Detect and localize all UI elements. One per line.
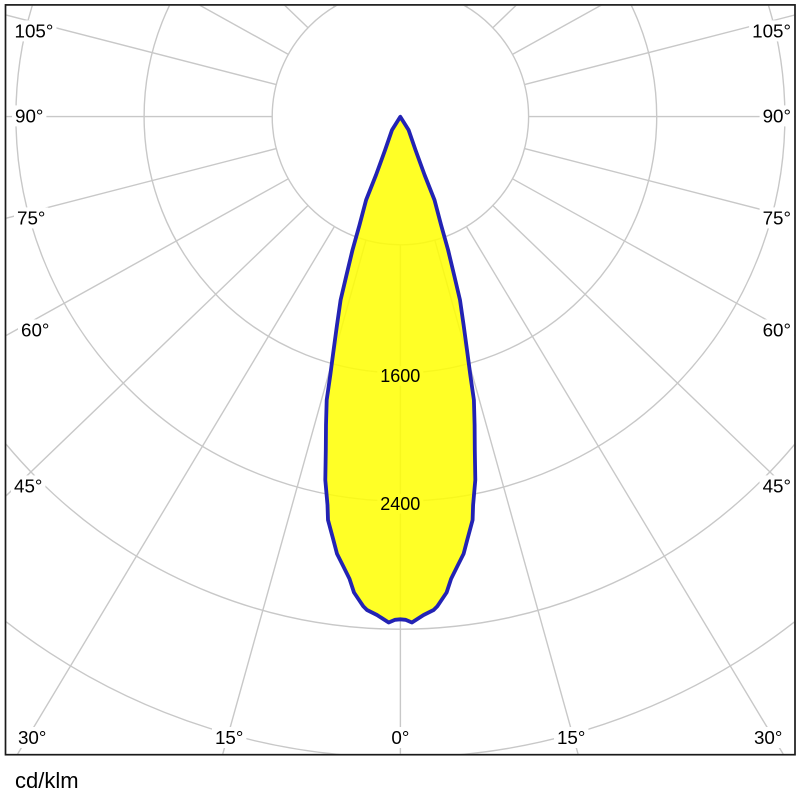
svg-text:1600: 1600 xyxy=(380,366,420,386)
svg-text:75°: 75° xyxy=(763,207,791,228)
svg-text:90°: 90° xyxy=(15,105,43,126)
svg-text:105°: 105° xyxy=(752,20,791,41)
svg-text:45°: 45° xyxy=(14,475,42,496)
svg-text:60°: 60° xyxy=(21,319,49,340)
svg-text:30°: 30° xyxy=(18,727,46,748)
svg-text:15°: 15° xyxy=(557,727,585,748)
svg-text:75°: 75° xyxy=(17,207,45,228)
svg-text:0°: 0° xyxy=(391,727,409,748)
svg-text:2400: 2400 xyxy=(380,494,420,514)
svg-text:105°: 105° xyxy=(15,20,54,41)
svg-text:30°: 30° xyxy=(754,727,782,748)
svg-text:60°: 60° xyxy=(763,319,791,340)
svg-text:90°: 90° xyxy=(763,105,791,126)
svg-text:45°: 45° xyxy=(763,475,791,496)
svg-text:15°: 15° xyxy=(215,727,243,748)
svg-text:cd/klm: cd/klm xyxy=(15,768,79,793)
